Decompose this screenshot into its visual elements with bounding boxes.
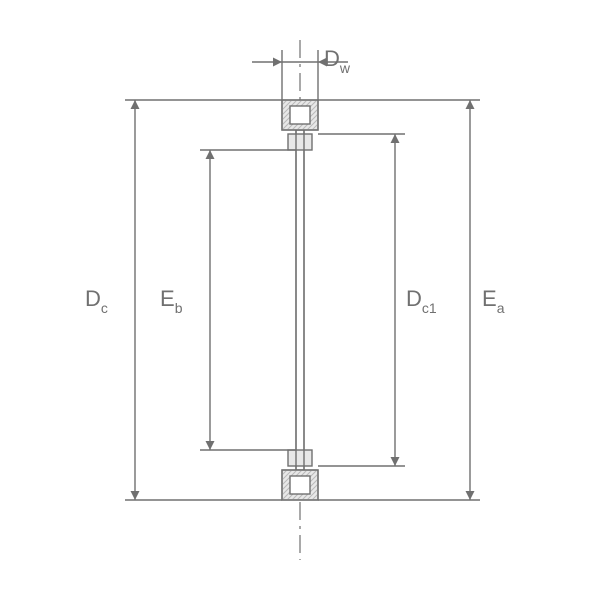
label-dc1-sub: c1 bbox=[422, 300, 437, 316]
label-dw-sub: w bbox=[340, 60, 350, 76]
label-dc-main: D bbox=[85, 286, 101, 311]
label-eb-main: E bbox=[160, 286, 175, 311]
label-dc1-main: D bbox=[406, 286, 422, 311]
label-ea-main: E bbox=[482, 286, 497, 311]
label-eb: Eb bbox=[160, 286, 182, 314]
label-dc: Dc bbox=[85, 286, 108, 314]
label-dw: Dw bbox=[324, 46, 350, 74]
label-dc-sub: c bbox=[101, 300, 108, 316]
label-dc1: Dc1 bbox=[406, 286, 437, 314]
label-ea-sub: a bbox=[497, 300, 505, 316]
label-eb-sub: b bbox=[175, 300, 183, 316]
label-dw-main: D bbox=[324, 46, 340, 71]
label-ea: Ea bbox=[482, 286, 504, 314]
